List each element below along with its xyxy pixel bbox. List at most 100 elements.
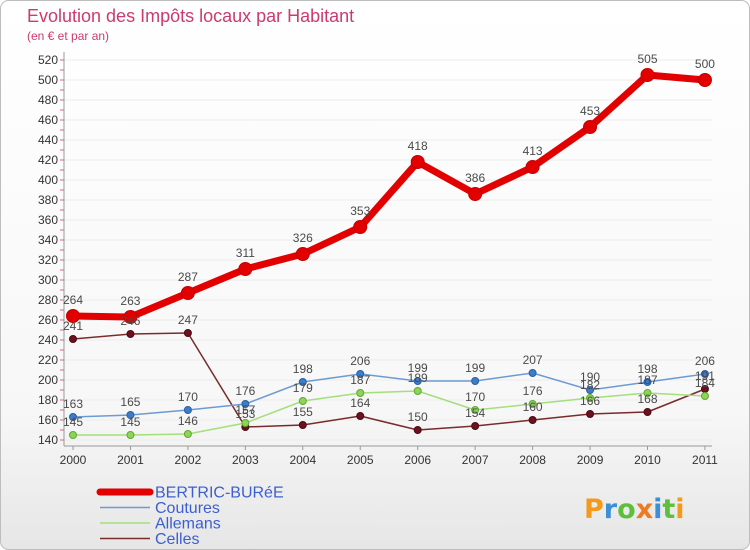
data-label-bertric-bur-e: 453 xyxy=(580,104,600,118)
logo-text: Proxiti xyxy=(584,494,685,525)
data-point-coutures xyxy=(643,378,652,386)
data-label-celles: 241 xyxy=(63,319,83,333)
data-label-allemans: 170 xyxy=(465,390,485,404)
data-label-bertric-bur-e: 326 xyxy=(293,231,313,245)
y-tick-label: 200 xyxy=(38,373,58,387)
y-tick-label: 140 xyxy=(38,433,58,447)
y-tick-label: 440 xyxy=(38,133,58,147)
x-tick-label: 2010 xyxy=(634,453,661,467)
data-label-bertric-bur-e: 353 xyxy=(350,204,370,218)
x-tick-label: 2005 xyxy=(347,453,374,467)
data-label-coutures: 170 xyxy=(178,390,198,404)
data-point-coutures xyxy=(700,370,709,378)
data-point-allemans xyxy=(471,406,480,414)
data-point-coutures xyxy=(69,413,77,421)
data-point-bertric-bur-e xyxy=(583,120,598,134)
y-tick-label: 180 xyxy=(38,393,58,407)
y-tick-label: 520 xyxy=(38,53,58,67)
legend-label-coutures: Coutures xyxy=(155,500,220,517)
data-label-celles: 154 xyxy=(465,406,485,420)
data-label-coutures: 206 xyxy=(350,354,370,368)
data-point-coutures xyxy=(586,386,595,394)
data-label-bertric-bur-e: 287 xyxy=(178,270,198,284)
data-label-coutures: 163 xyxy=(63,397,83,411)
y-tick-label: 340 xyxy=(38,233,58,247)
y-tick-label: 380 xyxy=(38,193,58,207)
data-label-celles: 160 xyxy=(523,400,543,414)
data-label-allemans: 145 xyxy=(63,415,83,429)
series-line-coutures xyxy=(72,372,706,418)
y-tick-label: 500 xyxy=(38,73,58,87)
data-point-coutures xyxy=(413,377,422,385)
data-point-bertric-bur-e xyxy=(180,286,195,300)
data-point-bertric-bur-e xyxy=(410,155,425,169)
series-line-allemans xyxy=(72,390,706,436)
data-label-bertric-bur-e: 418 xyxy=(408,139,428,153)
data-point-allemans xyxy=(413,387,422,395)
data-label-celles: 246 xyxy=(120,314,140,328)
data-point-allemans xyxy=(528,400,537,408)
data-point-coutures xyxy=(183,406,192,414)
data-point-allemans xyxy=(126,431,135,439)
data-label-allemans: 189 xyxy=(408,371,428,385)
data-point-celles xyxy=(586,410,595,418)
data-point-coutures xyxy=(356,370,365,378)
data-point-coutures xyxy=(471,377,480,385)
data-label-allemans: 146 xyxy=(178,414,198,428)
data-point-celles xyxy=(643,408,652,416)
data-label-celles: 155 xyxy=(293,405,313,419)
y-tick-label: 360 xyxy=(38,213,58,227)
x-tick-label: 2011 xyxy=(692,453,718,467)
data-point-allemans xyxy=(586,394,595,402)
data-label-bertric-bur-e: 311 xyxy=(236,246,255,260)
logo-letter: i xyxy=(675,494,684,525)
data-label-coutures: 176 xyxy=(235,384,255,398)
data-label-bertric-bur-e: 505 xyxy=(637,52,657,66)
series-line-celles xyxy=(72,332,706,431)
data-labels: 241 246 247 153 155 164 150 154 160 166 168 191 145 1… xyxy=(63,52,715,429)
data-point-allemans xyxy=(241,419,250,427)
x-tick-label: 2003 xyxy=(232,453,259,467)
chart-title: Evolution des Impôts locaux par Habitant xyxy=(27,6,354,26)
series-line-bertric-bur-e xyxy=(69,71,709,321)
data-point-bertric-bur-e xyxy=(525,160,540,174)
data-point-celles xyxy=(183,329,192,337)
data-label-allemans: 179 xyxy=(293,381,313,395)
data-point-celles xyxy=(126,330,135,338)
y-tick-label: 420 xyxy=(38,153,58,167)
data-point-bertric-bur-e xyxy=(697,73,712,87)
x-tick-label: 2009 xyxy=(577,453,604,467)
logo-letter: t xyxy=(662,494,675,525)
y-tick-label: 160 xyxy=(38,413,58,427)
y-tick-label: 320 xyxy=(38,253,58,267)
data-point-bertric-bur-e xyxy=(123,310,138,324)
legend-label-bertric-bur-e: BERTRIC-BURéE xyxy=(155,485,284,502)
x-tick-label: 2004 xyxy=(289,453,316,467)
logo-letter: P xyxy=(584,494,604,525)
data-point-allemans xyxy=(298,397,307,405)
y-axis: 140 160 180 200 220 240 260 280 300 320 340 360 380 4… xyxy=(38,52,65,447)
data-point-bertric-bur-e xyxy=(295,247,310,261)
data-point-allemans xyxy=(183,430,192,438)
logo-letter: o xyxy=(617,494,636,525)
data-point-coutures xyxy=(528,369,537,377)
data-label-celles: 164 xyxy=(350,396,370,410)
data-point-celles xyxy=(298,421,307,429)
data-point-bertric-bur-e xyxy=(468,187,483,201)
data-point-bertric-bur-e xyxy=(66,309,80,323)
data-label-celles: 150 xyxy=(408,410,428,424)
data-label-coutures: 165 xyxy=(120,395,140,409)
y-tick-label: 240 xyxy=(38,333,58,347)
legend-label-celles: Celles xyxy=(155,531,199,548)
data-label-celles: 168 xyxy=(637,392,657,406)
x-tick-label: 2007 xyxy=(462,453,489,467)
data-label-bertric-bur-e: 263 xyxy=(120,294,140,308)
x-axis: 2000 2001 2002 2003 2004 2005 2006 2007 2008 2009… xyxy=(60,445,718,467)
x-tick-label: 2001 xyxy=(117,453,144,467)
data-point-allemans xyxy=(643,389,652,397)
data-label-celles: 191 xyxy=(695,369,715,383)
data-point-celles xyxy=(528,416,537,424)
data-point-bertric-bur-e xyxy=(238,262,253,276)
